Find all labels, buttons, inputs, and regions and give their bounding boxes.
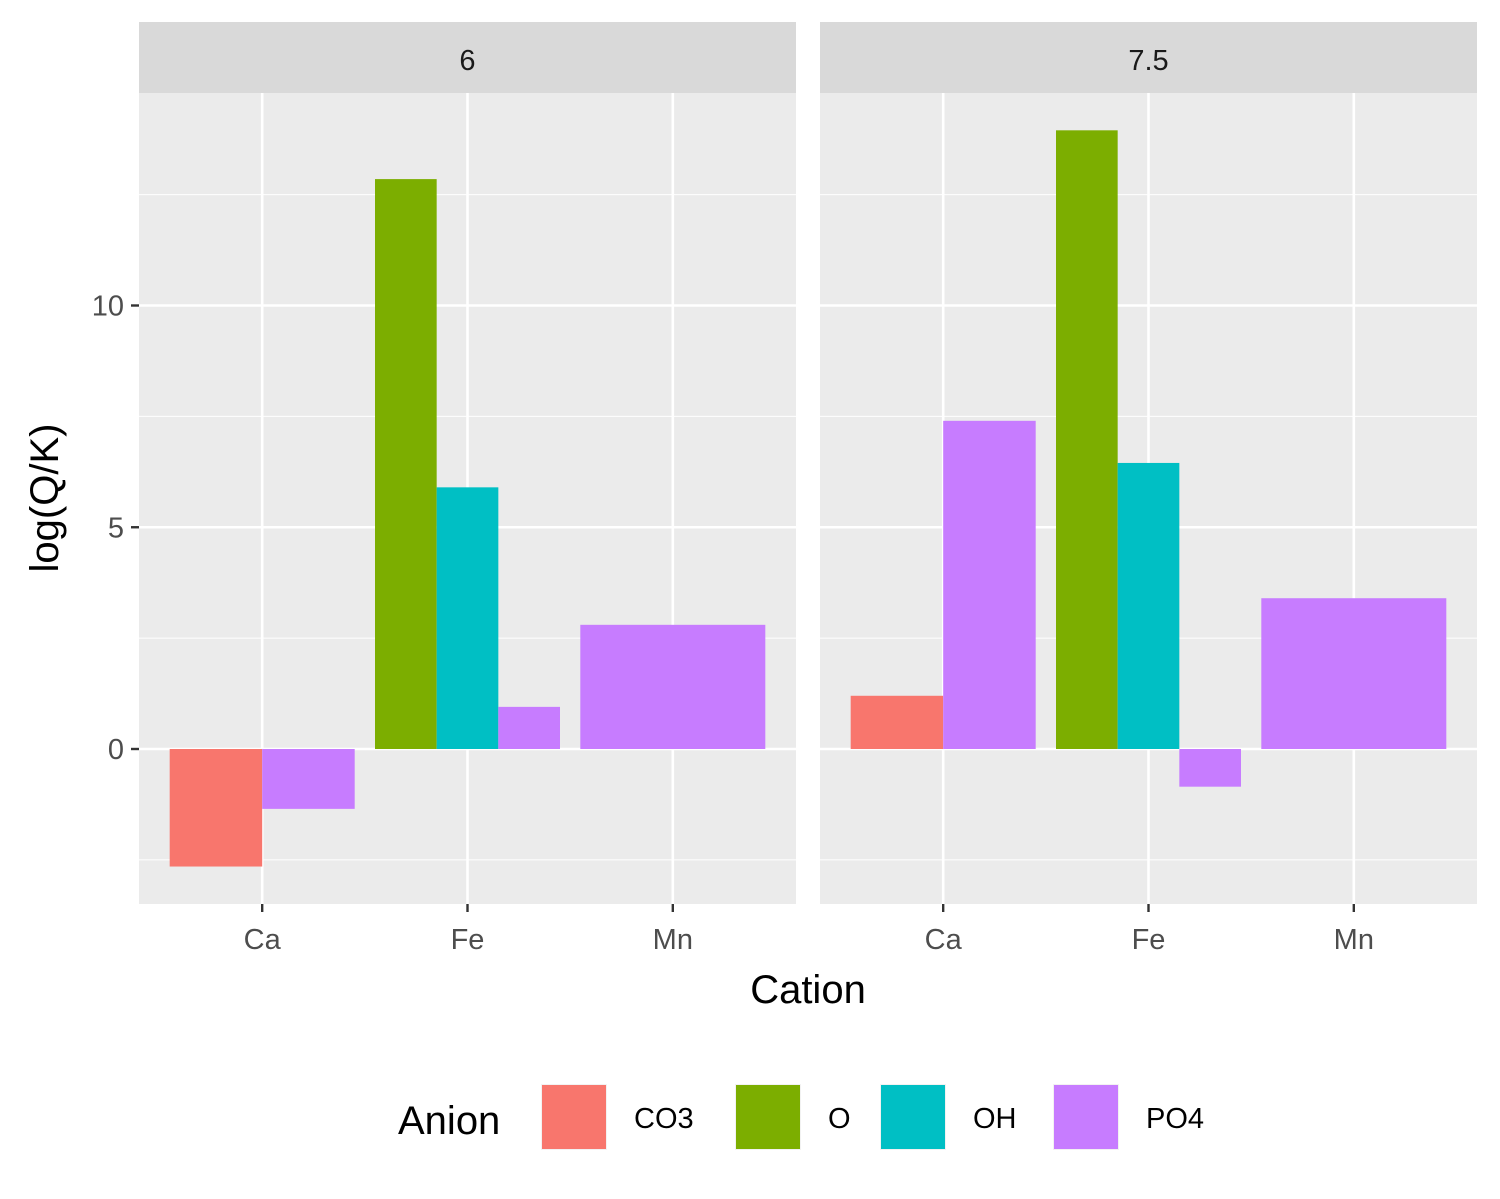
legend-label-oh: OH <box>973 1103 1017 1135</box>
legend-key-oh <box>881 1085 945 1149</box>
bar-fe-oh <box>1117 462 1180 749</box>
x-tick-label: Mn <box>1334 924 1374 956</box>
facet-strip-label: 6 <box>459 45 475 77</box>
facet-panel: 7.5 Ca Fe Mn <box>820 22 1477 956</box>
x-tick-label: Fe <box>1132 924 1166 956</box>
facet-strip <box>820 22 1477 93</box>
y-axis-title: log(Q/K) <box>23 424 67 573</box>
y-tick-label: 10 <box>92 291 124 323</box>
y-axis: 0 5 10 <box>92 291 139 766</box>
legend-label-po4: PO4 <box>1146 1103 1204 1135</box>
y-tick-label: 0 <box>108 734 124 766</box>
legend-key-o <box>736 1085 800 1149</box>
bar-mn-po4 <box>580 624 766 749</box>
x-tick-label: Ca <box>244 924 282 956</box>
legend-label-co3: CO3 <box>634 1103 694 1135</box>
x-tick-label: Mn <box>653 924 693 956</box>
bar-fe-po4 <box>1179 749 1241 787</box>
bar-ca-po4 <box>262 749 355 809</box>
facet-panel: 6 Ca Fe Mn <box>139 22 796 956</box>
bar-mn-po4 <box>1261 598 1447 749</box>
x-tick-label: Ca <box>925 924 963 956</box>
legend-title: Anion <box>398 1099 500 1143</box>
legend: Anion CO3 O OH PO4 <box>398 1084 1204 1150</box>
bar-ca-co3 <box>850 695 944 749</box>
bar-fe-o <box>375 179 437 750</box>
bar-fe-po4 <box>498 706 560 749</box>
bar-fe-oh <box>436 487 499 749</box>
facets-layer: 6 Ca Fe Mn 7.5 Ca Fe Mn <box>139 22 1477 956</box>
facet-strip <box>139 22 796 93</box>
x-tick-label: Fe <box>451 924 485 956</box>
facet-strip-label: 7.5 <box>1128 45 1168 77</box>
bar-ca-po4 <box>943 420 1036 749</box>
legend-key-po4 <box>1054 1085 1118 1149</box>
legend-label-o: O <box>828 1103 851 1135</box>
legend-key-co3 <box>542 1085 606 1149</box>
bar-ca-co3 <box>169 749 263 867</box>
x-axis-title: Cation <box>750 968 866 1012</box>
y-tick-label: 5 <box>108 512 124 544</box>
bar-fe-o <box>1056 130 1118 749</box>
